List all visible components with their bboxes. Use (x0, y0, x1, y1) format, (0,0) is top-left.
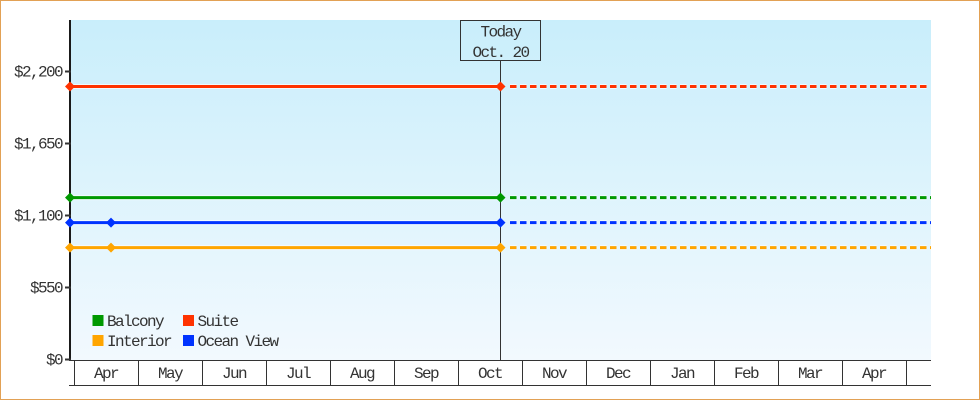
svg-text:Interior: Interior (107, 333, 172, 351)
svg-text:$0: $0 (46, 352, 63, 370)
svg-text:Jun: Jun (222, 365, 247, 383)
svg-text:Jan: Jan (670, 365, 695, 383)
svg-text:Oct: Oct (478, 365, 502, 383)
svg-text:Mar: Mar (798, 365, 823, 383)
svg-text:Sep: Sep (414, 365, 439, 383)
svg-text:Apr: Apr (94, 365, 119, 383)
svg-text:Ocean View: Ocean View (198, 333, 280, 351)
svg-text:Oct. 20: Oct. 20 (472, 44, 529, 62)
svg-text:$2,200: $2,200 (14, 64, 63, 82)
svg-text:May: May (158, 365, 184, 383)
svg-text:Nov: Nov (542, 365, 568, 383)
svg-text:Today: Today (480, 24, 522, 42)
svg-text:Dec: Dec (606, 365, 631, 383)
svg-text:Suite: Suite (198, 313, 239, 331)
svg-text:Jul: Jul (286, 365, 311, 383)
svg-text:$1,650: $1,650 (14, 136, 63, 154)
svg-text:$550: $550 (30, 280, 63, 298)
svg-text:Apr: Apr (862, 365, 887, 383)
svg-text:$1,100: $1,100 (14, 208, 63, 226)
svg-text:Aug: Aug (350, 365, 375, 383)
svg-text:Feb: Feb (734, 365, 759, 383)
svg-text:Balcony: Balcony (107, 313, 165, 331)
